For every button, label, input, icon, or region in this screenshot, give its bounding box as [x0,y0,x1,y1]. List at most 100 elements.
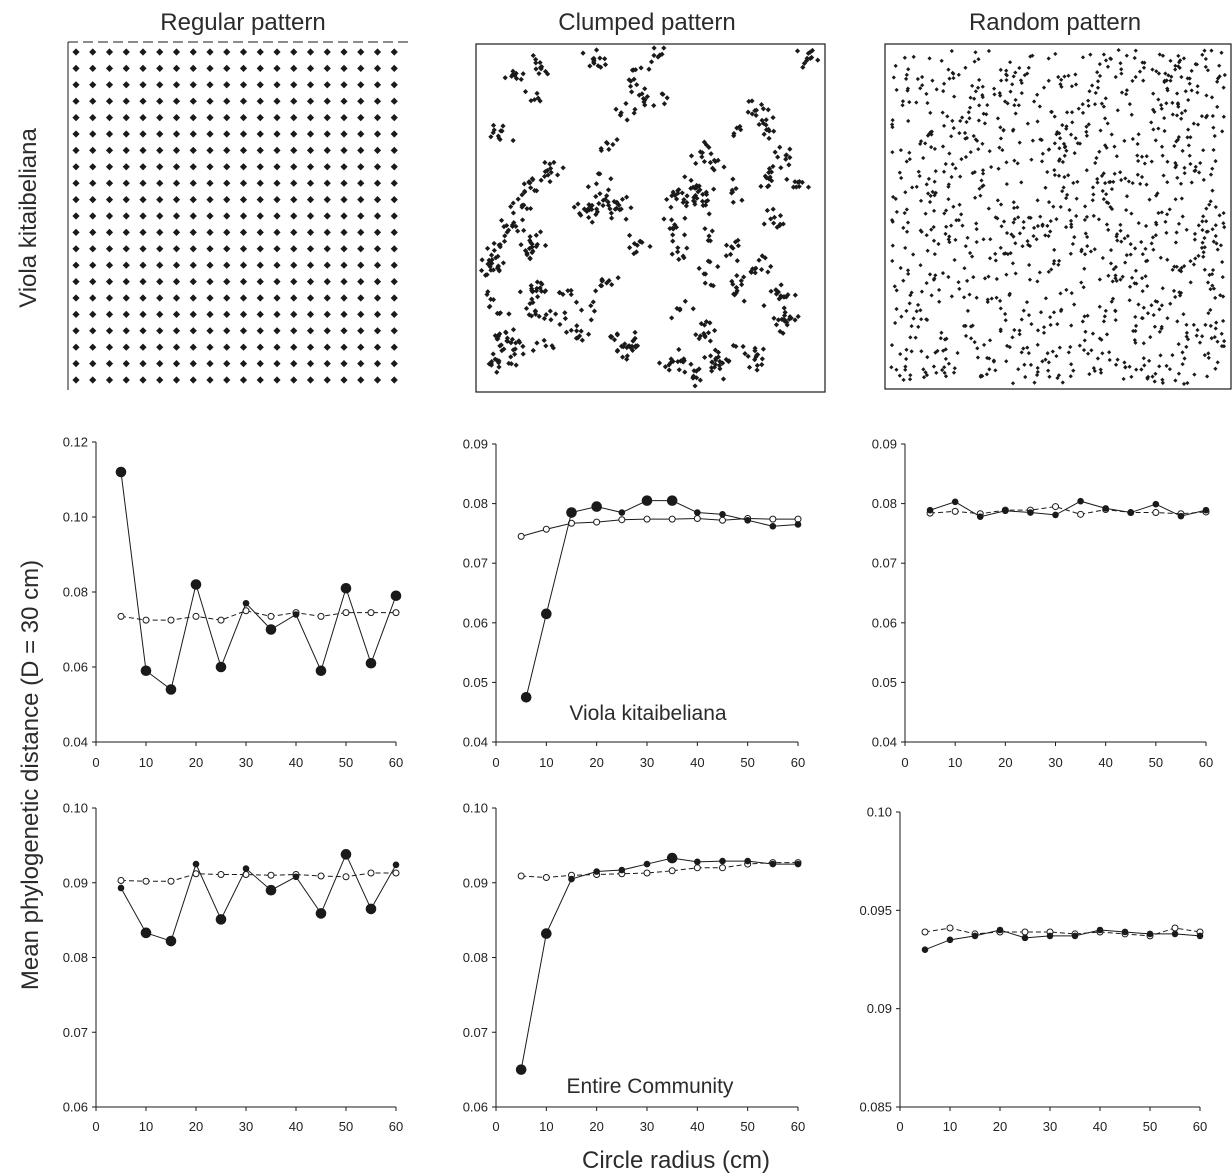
observed-point [1171,930,1179,938]
map-point [554,172,561,178]
map-point [122,163,130,171]
map-point [72,212,80,220]
map-point [290,294,298,302]
map-point [532,309,539,315]
map-point [976,118,981,123]
map-point [925,133,931,138]
map-point [172,212,181,220]
map-point [780,221,786,227]
map-point [620,354,626,360]
map-point [993,368,998,373]
map-point [273,81,281,89]
map-point [753,107,759,113]
x-tick-label: 50 [740,755,754,770]
map-point [681,255,687,261]
map-point [929,227,934,232]
map-point [516,338,522,344]
map-point [105,163,114,171]
map-point [357,97,365,105]
map-point [139,130,147,138]
map-point [925,100,930,106]
map-point [1113,317,1118,323]
map-point [1181,381,1187,387]
map-point [534,188,540,194]
map-point [894,87,899,93]
map-point [1025,345,1030,350]
observed-point [115,466,127,478]
observed-point [666,852,678,864]
map-point [1046,368,1051,373]
map-point [894,288,899,293]
map-point [941,81,947,86]
map-point [1124,88,1130,93]
map-point [357,360,365,368]
map-point [1085,313,1090,318]
map-point [340,376,348,384]
map-point [89,48,97,56]
map-point [1162,128,1167,134]
map-point [1103,143,1108,148]
map-point [1159,106,1164,111]
map-point [1164,212,1170,217]
map-point [593,288,599,294]
map-point [996,166,1001,171]
map-point [1055,322,1060,327]
observed-point [140,927,152,939]
map-point [156,163,164,171]
chart-regular-viola: 0 10 20 30 40 50 600.040.060.080.100.12 [63,435,404,771]
map-point [636,92,642,98]
map-point [979,178,984,183]
map-point [72,146,80,154]
map-point [908,335,913,340]
null-model-point [392,609,400,617]
map-point [699,150,706,156]
map-point [929,293,934,298]
map-point [490,267,497,273]
col-title-random: Random pattern [969,9,1141,36]
y-tick-label: 0.05 [872,675,897,690]
map-point [1084,168,1089,173]
map-point [1208,323,1213,328]
null-model-point [517,532,525,540]
map-point [1168,58,1173,63]
map-point [1105,121,1110,126]
x-tick-label: 10 [539,755,553,770]
observed-point [215,661,227,673]
map-point [390,327,398,335]
map-point [1004,77,1009,83]
map-point [706,233,712,239]
map-point [533,66,539,72]
map-point [1222,225,1227,230]
map-point [924,233,929,238]
map-point [306,196,315,204]
map-point [1017,65,1022,71]
map-point [717,366,723,372]
map-point [72,163,80,171]
map-point [978,373,984,378]
annotation-community: Entire Community [567,1075,734,1098]
map-point [535,294,541,300]
map-point [256,327,264,335]
map-point [771,220,777,226]
map-point [139,245,147,253]
map-point [1179,111,1184,116]
map-point [1069,110,1075,115]
map-point [1134,281,1139,286]
map-point [974,239,979,245]
map-point [290,376,298,384]
map-point [1012,217,1017,222]
map-point [223,261,231,269]
x-tick-label: 30 [239,755,253,770]
map-point [340,179,348,187]
map-point [630,67,637,73]
map-point [545,71,551,77]
map-point [223,327,231,335]
map-point [1085,243,1090,249]
map-point [984,372,989,377]
observed-point [744,516,751,524]
map-point [894,306,899,312]
map-point [1168,301,1173,306]
map-point [914,309,919,314]
map-point [1045,223,1050,228]
map-point [986,274,991,279]
